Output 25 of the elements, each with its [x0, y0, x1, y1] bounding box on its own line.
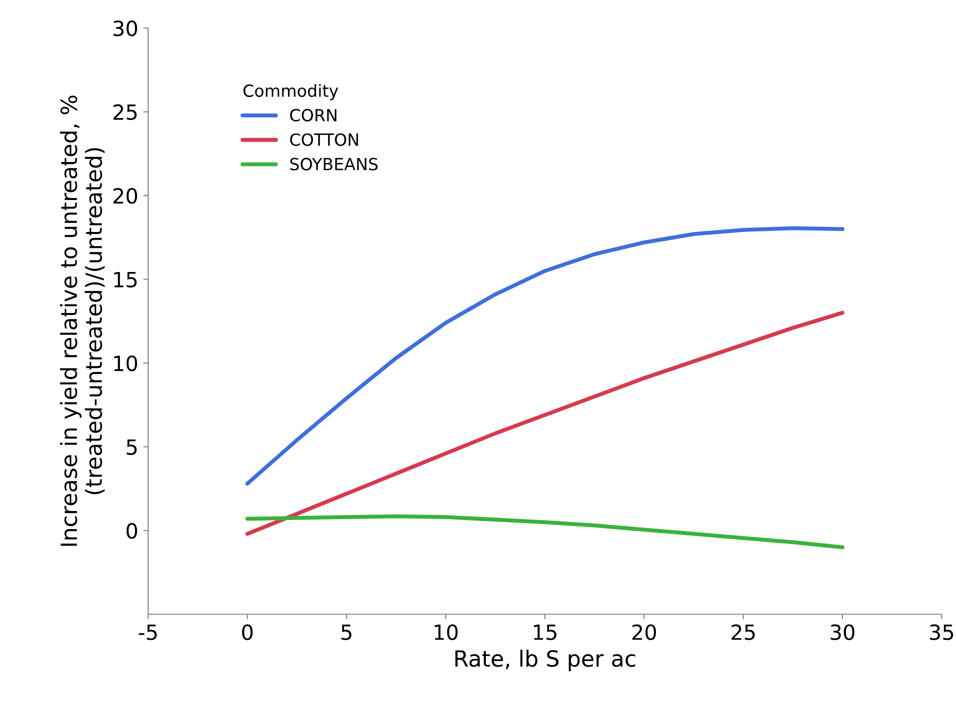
x-tick-label: 10 [434, 624, 458, 640]
x-tick-label: -5 [138, 624, 157, 640]
x-tick-label: 25 [732, 624, 755, 640]
x-tick-label: 15 [534, 624, 556, 640]
legend-label: SOYBEANS [290, 158, 378, 170]
y-tick-label: 15 [114, 272, 137, 288]
x-tick-label: 5 [342, 624, 352, 640]
y-tick-label: 25 [113, 104, 137, 120]
line-series [245, 310, 844, 536]
y-tick-label: 10 [114, 355, 138, 372]
y-tick-label: 5 [126, 440, 137, 455]
line-series [245, 226, 844, 486]
line-series [245, 514, 844, 550]
y-tick-label: 30 [114, 20, 138, 36]
x-tick-label: 0 [242, 624, 253, 640]
x-tick-label: 20 [632, 624, 656, 640]
y-axis-title: Increase in yield relative to untreated, % (treated-untreated)/(untreated) [60, 96, 105, 546]
legend-label: CORN [290, 108, 336, 122]
y-tick-label: 20 [113, 188, 138, 204]
legend-title: Commodity [243, 84, 338, 100]
x-tick-label: 35 [930, 624, 954, 640]
x-axis-title: Rate, lb S per ac [455, 650, 636, 672]
legend-label: COTTON [290, 133, 358, 146]
x-tick-label: 30 [830, 624, 854, 640]
y-tick-label: 0 [126, 522, 138, 539]
